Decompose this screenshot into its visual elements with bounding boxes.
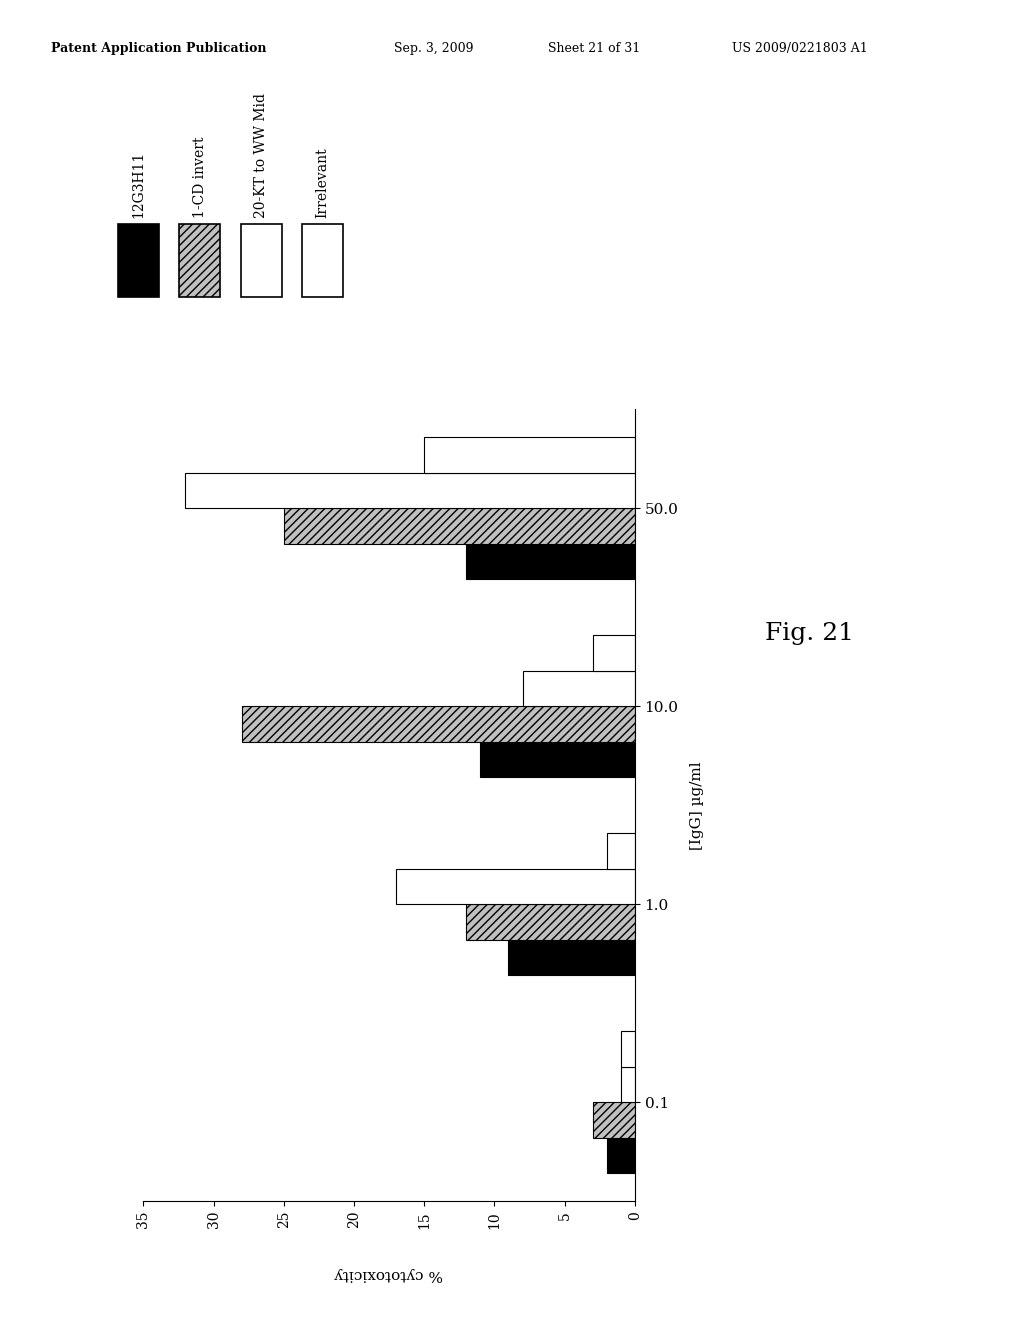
Bar: [621, 1067, 635, 1102]
Text: US 2009/0221803 A1: US 2009/0221803 A1: [732, 42, 868, 55]
Text: Irrelevant: Irrelevant: [315, 147, 330, 218]
Text: 20-KT to WW Mid: 20-KT to WW Mid: [254, 92, 268, 218]
Text: Sep. 3, 2009: Sep. 3, 2009: [394, 42, 474, 55]
Bar: [242, 706, 635, 742]
Bar: [522, 671, 635, 706]
Text: Fig. 21: Fig. 21: [765, 622, 853, 645]
Bar: [593, 1102, 635, 1138]
Text: 1-CD invert: 1-CD invert: [193, 136, 207, 218]
Text: 12G3H11: 12G3H11: [131, 150, 145, 218]
X-axis label: % cytotoxicity: % cytotoxicity: [335, 1267, 443, 1282]
Bar: [185, 473, 635, 508]
Bar: [466, 544, 635, 579]
Bar: [593, 635, 635, 671]
Y-axis label: [IgG] µg/ml: [IgG] µg/ml: [690, 760, 703, 850]
Bar: [480, 742, 635, 777]
Bar: [509, 940, 635, 975]
Bar: [424, 437, 635, 473]
Bar: [284, 508, 635, 544]
Bar: [607, 1138, 635, 1173]
Bar: [607, 833, 635, 869]
Text: Patent Application Publication: Patent Application Publication: [51, 42, 266, 55]
Bar: [466, 904, 635, 940]
Bar: [396, 869, 635, 904]
Bar: [621, 1031, 635, 1067]
Text: Sheet 21 of 31: Sheet 21 of 31: [548, 42, 640, 55]
